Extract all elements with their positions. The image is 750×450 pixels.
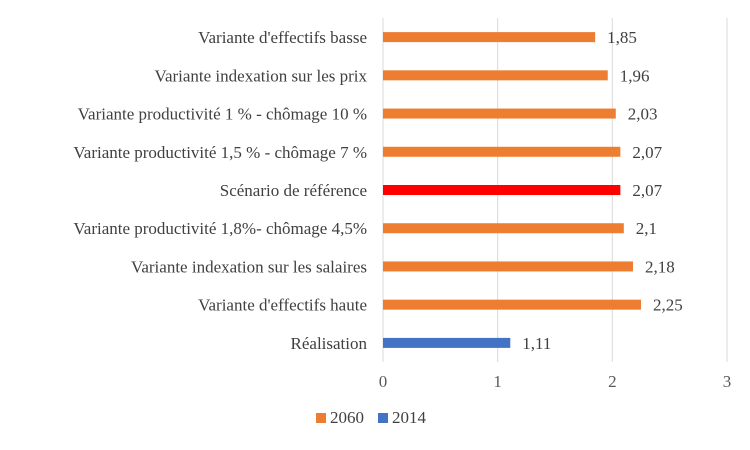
data-label: 2,03	[628, 105, 658, 124]
category-label: Variante productivité 1 % - chômage 10 %	[78, 105, 367, 124]
legend-item-2014: 2014	[378, 408, 426, 428]
data-label: 2,1	[636, 219, 657, 238]
bar	[383, 185, 621, 195]
x-tick-label: 2	[608, 372, 617, 391]
bar	[383, 32, 596, 43]
category-label: Scénario de référence	[220, 181, 367, 200]
legend-swatch-2060	[316, 413, 326, 423]
bar	[383, 70, 608, 81]
category-label: Variante d'effectifs haute	[198, 296, 367, 315]
bar	[383, 108, 616, 119]
bar	[383, 261, 633, 272]
bar	[383, 146, 621, 157]
chart-legend: 2060 2014	[316, 408, 440, 428]
legend-item-2060: 2060	[316, 408, 364, 428]
category-label: Variante productivité 1,5 % - chômage 7 …	[73, 143, 367, 162]
data-label: 1,85	[607, 28, 637, 47]
category-label: Variante indexation sur les prix	[155, 66, 368, 85]
legend-label-2014: 2014	[392, 408, 426, 427]
category-label: Variante indexation sur les salaires	[131, 257, 367, 276]
legend-label-2060: 2060	[330, 408, 364, 427]
data-label: 1,11	[522, 334, 551, 353]
legend-swatch-2014	[378, 413, 388, 423]
x-tick-label: 0	[379, 372, 388, 391]
data-label: 1,96	[620, 66, 650, 85]
bar	[383, 223, 624, 234]
data-label: 2,07	[632, 181, 662, 200]
data-label: 2,25	[653, 296, 683, 315]
bar	[383, 337, 511, 348]
category-label: Réalisation	[291, 334, 368, 353]
bar	[383, 299, 641, 310]
data-label: 2,18	[645, 257, 675, 276]
x-tick-label: 1	[493, 372, 502, 391]
data-label: 2,07	[632, 143, 662, 162]
category-label: Variante d'effectifs basse	[198, 28, 367, 47]
x-tick-label: 3	[723, 372, 732, 391]
category-label: Variante productivité 1,8%- chômage 4,5%	[73, 219, 367, 238]
